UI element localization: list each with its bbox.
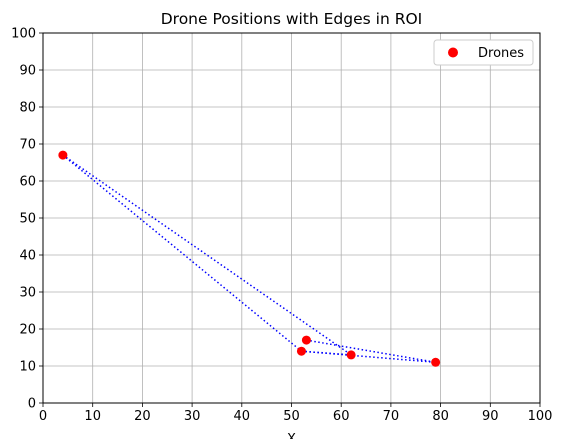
- x-tick-label: 50: [283, 409, 300, 424]
- y-tick-label: 90: [19, 64, 36, 79]
- y-tick-label: 40: [19, 249, 36, 264]
- ticks: 0 10 20 30 40 50 60 70 80 90 100 0 10 20 30 40 50 60 70 80 9…: [11, 27, 552, 425]
- x-tick-label: 60: [333, 409, 350, 424]
- legend-box: [433, 39, 534, 66]
- x-tick-label: 30: [184, 409, 201, 424]
- legend: Drones: [433, 39, 534, 66]
- edge-line: [62, 154, 302, 352]
- x-tick-label: 90: [482, 409, 499, 424]
- x-axis-label: X: [287, 432, 296, 439]
- x-tick-label: 20: [134, 409, 151, 424]
- y-tick-label: 70: [19, 138, 36, 153]
- drone-point: [431, 357, 441, 367]
- drone-point: [58, 150, 68, 160]
- y-tick-label: 20: [19, 323, 36, 338]
- y-tick-label: 30: [19, 286, 36, 301]
- drone-point: [296, 346, 306, 356]
- y-tick-label: 60: [19, 175, 36, 190]
- grid: [42, 32, 541, 404]
- y-tick-label: 10: [19, 360, 36, 375]
- x-tick-label: 0: [39, 409, 47, 424]
- edge-line: [301, 350, 436, 364]
- x-tick-label: 100: [528, 409, 553, 424]
- y-tick-label: 100: [11, 27, 36, 42]
- y-tick-label: 80: [19, 101, 36, 116]
- drone-point: [301, 335, 311, 345]
- y-tick-label: 50: [19, 212, 36, 227]
- x-tick-label: 80: [432, 409, 449, 424]
- x-tick-label: 10: [84, 409, 101, 424]
- x-tick-label: 40: [234, 409, 251, 424]
- y-tick-label: 0: [28, 397, 36, 412]
- chart-title: Drone Positions with Edges in ROI: [161, 10, 423, 28]
- drone-point: [346, 350, 356, 360]
- edges: [62, 154, 436, 364]
- data-points: [58, 150, 441, 367]
- edge-line: [62, 154, 352, 356]
- edge-line: [306, 339, 436, 364]
- legend-marker-drones: [448, 47, 458, 58]
- legend-label-drones: Drones: [478, 46, 524, 61]
- x-tick-label: 70: [383, 409, 400, 424]
